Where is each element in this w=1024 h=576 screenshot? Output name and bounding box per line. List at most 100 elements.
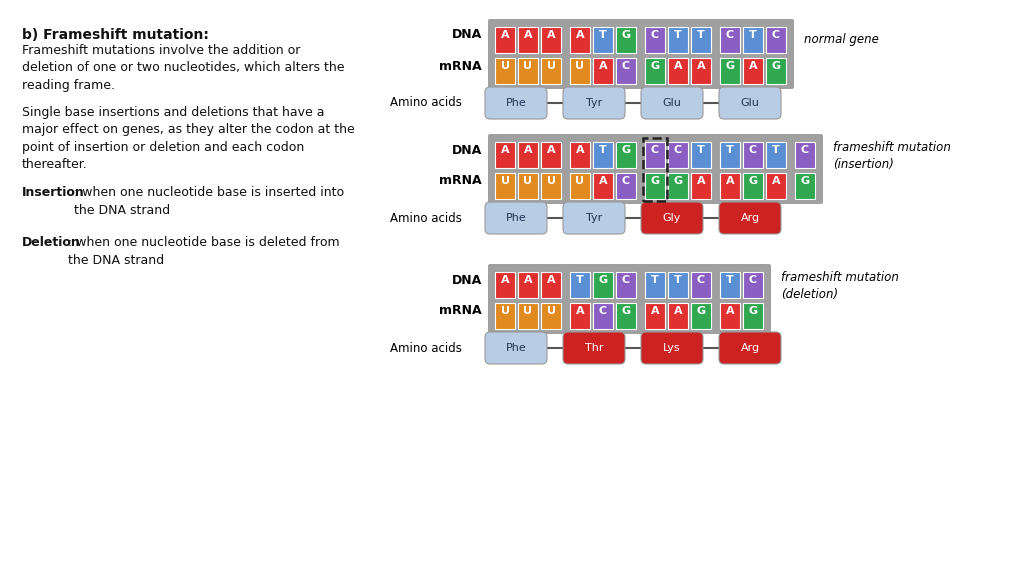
Polygon shape: [691, 27, 711, 53]
Text: Glu: Glu: [740, 98, 760, 108]
Text: G: G: [674, 176, 683, 186]
Text: Phe: Phe: [506, 213, 526, 223]
Polygon shape: [518, 142, 538, 168]
Polygon shape: [720, 142, 740, 168]
Text: A: A: [547, 145, 555, 156]
Text: T: T: [697, 145, 705, 156]
Polygon shape: [668, 142, 688, 168]
Text: U: U: [547, 306, 555, 316]
Text: A: A: [696, 176, 706, 186]
FancyBboxPatch shape: [563, 87, 625, 119]
FancyBboxPatch shape: [488, 264, 771, 334]
Polygon shape: [518, 272, 538, 298]
Text: Amino acids: Amino acids: [390, 97, 462, 109]
FancyBboxPatch shape: [485, 332, 547, 364]
Text: Frameshift mutations involve the addition or
deletion of one or two nucleotides,: Frameshift mutations involve the additio…: [22, 44, 344, 92]
Text: C: C: [697, 275, 706, 285]
Text: Amino acids: Amino acids: [390, 342, 462, 354]
Text: U: U: [501, 306, 510, 316]
Polygon shape: [668, 58, 688, 84]
Polygon shape: [645, 173, 665, 199]
FancyBboxPatch shape: [719, 332, 781, 364]
Text: C: C: [599, 306, 607, 316]
Text: A: A: [749, 61, 758, 71]
Polygon shape: [616, 27, 636, 53]
Text: Gly: Gly: [663, 213, 681, 223]
Polygon shape: [495, 27, 515, 53]
Polygon shape: [720, 58, 740, 84]
Polygon shape: [570, 142, 590, 168]
Text: C: C: [772, 31, 780, 40]
Text: A: A: [772, 176, 780, 186]
Polygon shape: [720, 27, 740, 53]
Text: T: T: [651, 275, 658, 285]
Text: Deletion: Deletion: [22, 236, 81, 249]
Polygon shape: [766, 27, 786, 53]
Polygon shape: [616, 173, 636, 199]
Polygon shape: [495, 173, 515, 199]
Text: C: C: [749, 275, 757, 285]
Text: U: U: [547, 176, 555, 186]
Text: G: G: [749, 306, 758, 316]
Polygon shape: [570, 27, 590, 53]
Text: C: C: [651, 145, 659, 156]
Text: G: G: [622, 306, 631, 316]
Polygon shape: [518, 58, 538, 84]
Polygon shape: [570, 173, 590, 199]
Text: DNA: DNA: [452, 274, 482, 286]
Polygon shape: [795, 142, 815, 168]
Text: A: A: [547, 31, 555, 40]
Polygon shape: [518, 303, 538, 329]
Text: T: T: [577, 275, 584, 285]
FancyBboxPatch shape: [485, 87, 547, 119]
Text: DNA: DNA: [452, 28, 482, 41]
Polygon shape: [541, 58, 561, 84]
Polygon shape: [570, 58, 590, 84]
Polygon shape: [541, 303, 561, 329]
FancyBboxPatch shape: [563, 332, 625, 364]
Polygon shape: [691, 173, 711, 199]
Text: G: G: [622, 31, 631, 40]
FancyBboxPatch shape: [719, 87, 781, 119]
Text: A: A: [575, 306, 585, 316]
Text: G: G: [771, 61, 780, 71]
Polygon shape: [593, 303, 613, 329]
Text: A: A: [501, 275, 509, 285]
FancyBboxPatch shape: [488, 134, 823, 204]
Text: A: A: [599, 61, 607, 71]
Polygon shape: [743, 173, 763, 199]
Text: : when one nucleotide base is deleted from
the DNA strand: : when one nucleotide base is deleted fr…: [69, 236, 340, 267]
Polygon shape: [720, 303, 740, 329]
Text: A: A: [523, 145, 532, 156]
Text: T: T: [726, 145, 734, 156]
Text: Arg: Arg: [740, 213, 760, 223]
Polygon shape: [495, 142, 515, 168]
Text: A: A: [523, 31, 532, 40]
Text: C: C: [674, 145, 682, 156]
Text: Tyr: Tyr: [586, 98, 602, 108]
FancyBboxPatch shape: [641, 202, 703, 234]
Polygon shape: [645, 303, 665, 329]
Text: G: G: [650, 61, 659, 71]
Polygon shape: [495, 58, 515, 84]
Text: U: U: [575, 176, 585, 186]
Polygon shape: [541, 27, 561, 53]
Text: G: G: [801, 176, 810, 186]
Text: Insertion: Insertion: [22, 186, 85, 199]
Text: C: C: [726, 31, 734, 40]
Text: U: U: [523, 306, 532, 316]
Text: Single base insertions and deletions that have a
major effect on genes, as they : Single base insertions and deletions tha…: [22, 106, 354, 172]
Polygon shape: [691, 58, 711, 84]
Text: T: T: [772, 145, 780, 156]
Polygon shape: [645, 142, 665, 168]
Polygon shape: [743, 58, 763, 84]
Text: C: C: [749, 145, 757, 156]
Polygon shape: [668, 27, 688, 53]
Text: DNA: DNA: [452, 143, 482, 157]
Text: C: C: [801, 145, 809, 156]
Polygon shape: [541, 272, 561, 298]
Polygon shape: [795, 173, 815, 199]
Text: A: A: [674, 306, 682, 316]
Text: C: C: [622, 61, 630, 71]
Polygon shape: [616, 303, 636, 329]
